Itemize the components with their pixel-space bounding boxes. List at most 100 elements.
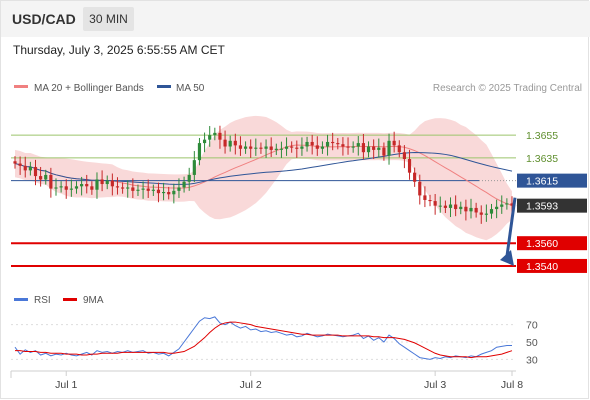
- level-label-5: 1.3540: [526, 261, 558, 273]
- candle-body: [172, 190, 176, 195]
- x-tick-label: Jul 3: [424, 379, 446, 391]
- candle-body: [474, 207, 478, 213]
- candle-body: [249, 146, 253, 149]
- level-label-4: 1.3560: [526, 238, 558, 250]
- candle-body: [459, 206, 463, 210]
- candle-body: [146, 188, 150, 191]
- candle-body: [392, 140, 396, 146]
- candle-body: [279, 148, 284, 150]
- key-levels: [11, 134, 516, 267]
- candle-body: [315, 145, 319, 149]
- header-bar: USD/CAD 30 MIN: [1, 1, 590, 37]
- candle-body: [115, 186, 120, 188]
- x-axis-ticks: Jul 1 Jul 2 Jul 3 Jul 8: [55, 371, 523, 391]
- candle-body: [484, 213, 488, 215]
- candle-body: [382, 147, 386, 156]
- legend-swatch-ma50: [157, 85, 171, 88]
- timestamp: Thursday, July 3, 2025 6:55:55 AM CET: [13, 43, 225, 57]
- level-label-2: 1.3615: [526, 176, 558, 188]
- candle-body: [54, 187, 58, 189]
- level-label-box-3: [517, 198, 587, 213]
- candle-body: [479, 212, 483, 215]
- target-arrow-head: [500, 249, 514, 266]
- candle-body: [208, 135, 212, 140]
- candle-body: [33, 166, 38, 177]
- candle-body: [438, 205, 442, 207]
- legend-swatch-ma20: [14, 85, 28, 88]
- candle-body: [346, 146, 350, 148]
- candle-body: [305, 141, 309, 147]
- candle-body: [356, 143, 360, 147]
- candles: [13, 125, 514, 224]
- x-tick-label: Jul 2: [240, 379, 262, 391]
- candle-body: [161, 192, 166, 194]
- candle-body: [402, 152, 406, 160]
- candle-body: [187, 174, 191, 182]
- candle-body: [454, 204, 458, 210]
- candle-body: [177, 187, 181, 191]
- candle-body: [325, 141, 330, 147]
- rsi-series-1: [15, 321, 513, 359]
- candle-body: [13, 161, 17, 164]
- candle-body: [90, 186, 94, 190]
- target-arrow-shaft: [505, 197, 517, 257]
- candle-body: [377, 147, 381, 150]
- legend-swatch-9ma: [63, 298, 77, 301]
- candle-body: [233, 140, 237, 146]
- candle-body: [64, 186, 68, 190]
- candle-body: [202, 139, 207, 144]
- candle-body: [110, 180, 114, 187]
- candle-body: [69, 188, 73, 190]
- level-label-box-4: [517, 236, 587, 251]
- level-label-1: 1.3635: [526, 153, 558, 165]
- candle-body: [387, 140, 391, 156]
- candle-body: [243, 146, 248, 149]
- legend-label-ma20: MA 20 + Bollinger Bands: [34, 83, 144, 94]
- candle-body: [100, 179, 104, 185]
- bollinger-band-area: [15, 115, 512, 241]
- candle-body: [167, 192, 171, 195]
- legend-label-9ma: 9MA: [83, 295, 104, 306]
- candle-body: [310, 141, 314, 146]
- legend-label-ma50: MA 50: [176, 83, 205, 94]
- bollinger-bands: [15, 115, 512, 241]
- candle-body: [372, 146, 376, 150]
- candle-body: [300, 146, 304, 149]
- candle-body: [131, 187, 135, 191]
- candle-body: [238, 145, 243, 149]
- candle-body: [264, 146, 268, 149]
- candle-body: [274, 148, 278, 150]
- candle-body: [85, 184, 89, 187]
- candle-body: [197, 143, 202, 161]
- candle-body: [269, 146, 273, 150]
- candle-body: [495, 206, 499, 210]
- candle-body: [213, 132, 217, 136]
- candle-body: [505, 203, 509, 205]
- legend-swatch-rsi: [14, 298, 28, 301]
- candle-body: [223, 139, 227, 147]
- candle-body: [105, 180, 109, 185]
- candle-body: [18, 163, 22, 166]
- candle-body: [151, 189, 155, 191]
- candle-body: [510, 203, 514, 206]
- rsi-lines: [14, 316, 513, 360]
- timeframe-button[interactable]: 30 MIN: [83, 7, 134, 31]
- candle-body: [336, 143, 340, 145]
- level-labels: 1.3655 1.3635 1.3615 1.3593 1.3560 1.3540: [517, 130, 587, 273]
- candle-body: [141, 188, 145, 190]
- candle-body: [397, 145, 401, 153]
- candle-body: [254, 147, 258, 149]
- candle-body: [39, 176, 43, 180]
- rsi-grid: 70 50 30: [11, 320, 538, 366]
- x-tick-label: Jul 1: [55, 379, 77, 391]
- target-arrow: [500, 197, 517, 266]
- candle-body: [80, 184, 84, 187]
- x-tick-label: Jul 8: [501, 379, 523, 391]
- candle-body: [95, 179, 99, 190]
- candle-body: [44, 174, 48, 180]
- rsi-tick-label: 70: [526, 320, 538, 332]
- candle-body: [351, 146, 355, 148]
- candle-body: [448, 204, 453, 208]
- candle-body: [28, 166, 32, 171]
